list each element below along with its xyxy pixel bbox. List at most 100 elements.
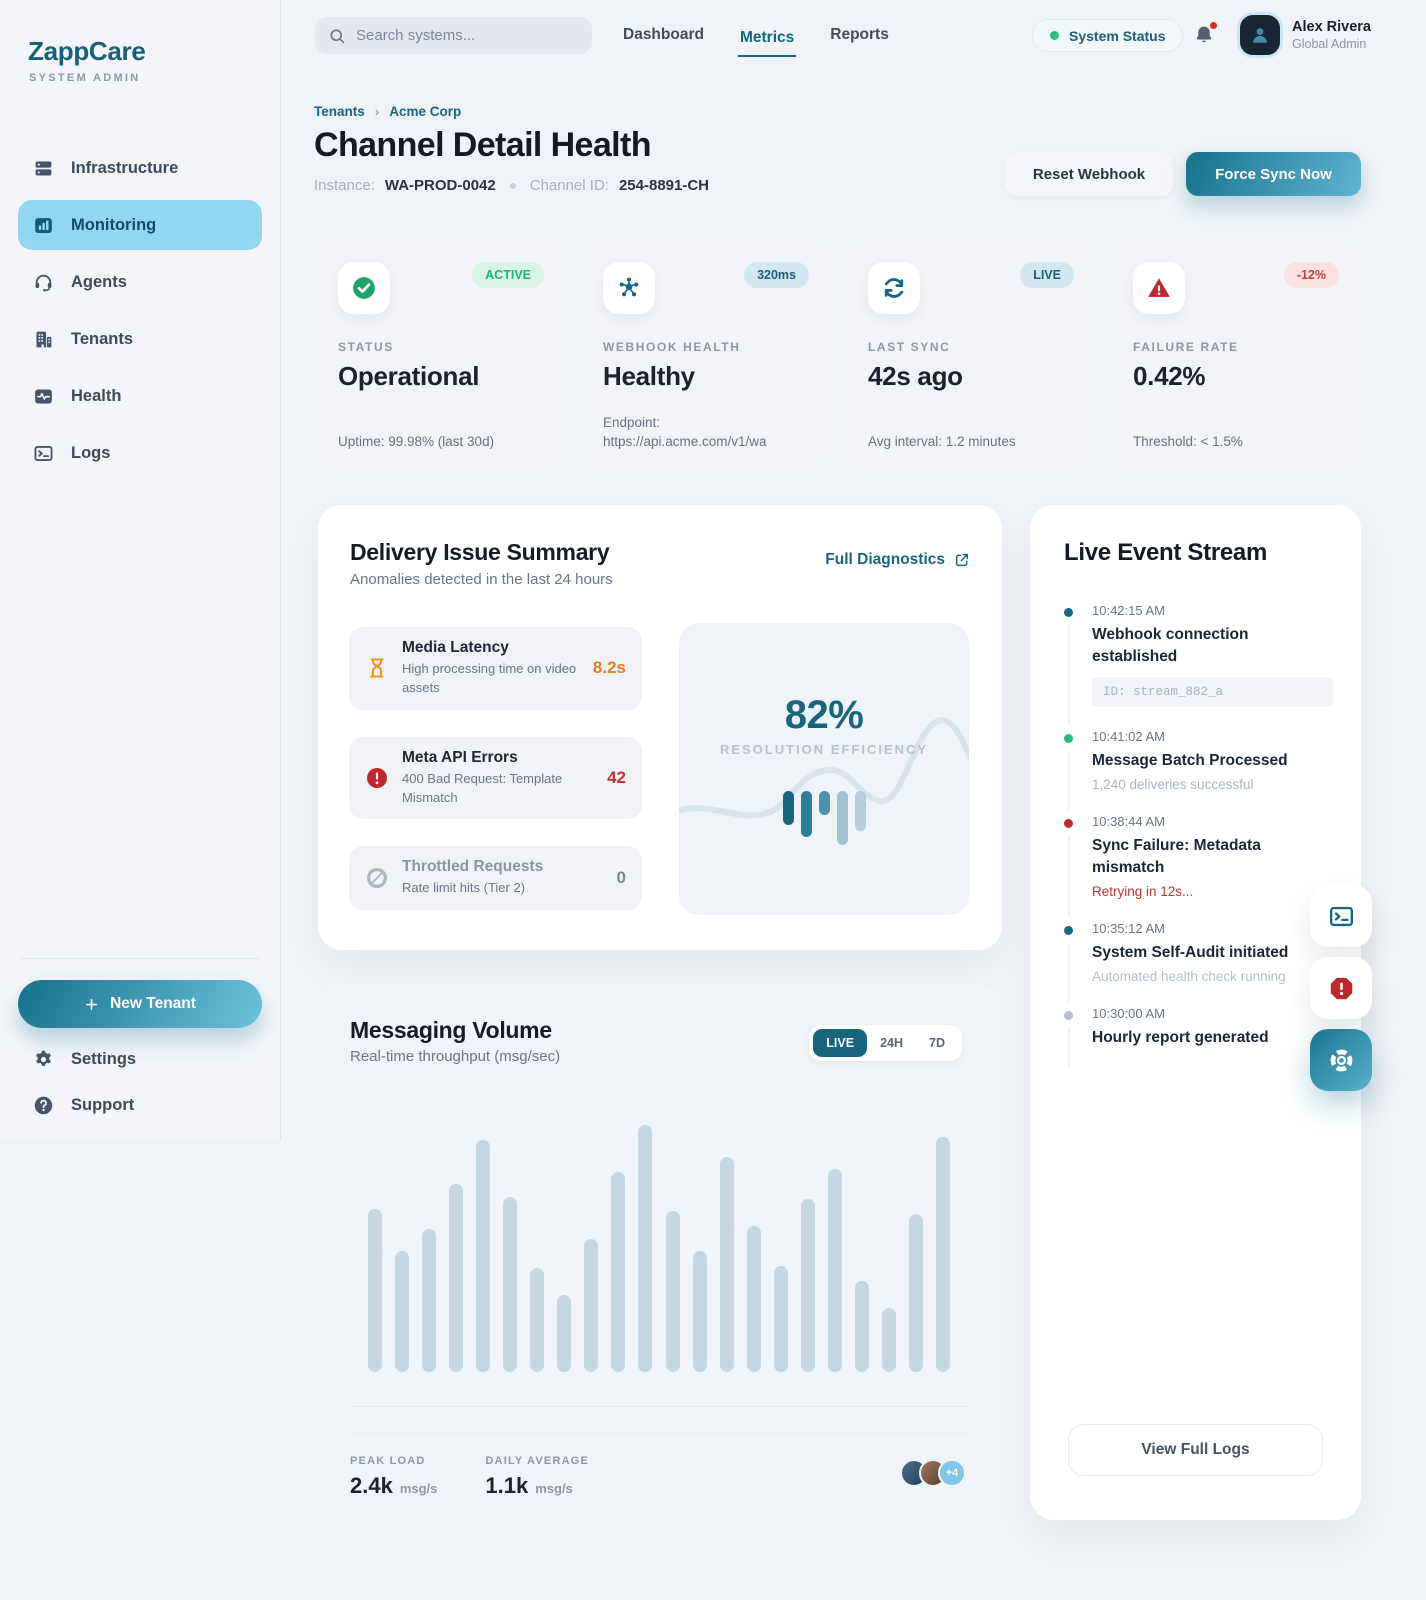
issue-value: 8.2s [592, 658, 626, 678]
messaging-stats: PEAK LOAD 2.4k msg/s DAILY AVERAGE 1.1k … [350, 1455, 589, 1499]
messaging-stat-value: 2.4k [350, 1473, 393, 1498]
stat-footnote: Threshold: < 1.5% [1133, 434, 1243, 450]
stat-value: 0.42% [1133, 361, 1206, 391]
chart-divider [350, 1433, 970, 1434]
sidebar-footer-item[interactable]: Settings [18, 1038, 262, 1080]
volume-bar [530, 1268, 545, 1372]
event-title: Hourly report generated [1092, 1029, 1269, 1046]
sidebar-item-label: Monitoring [71, 215, 157, 234]
page-meta: Instance: WA-PROD-0042 Channel ID: 254-8… [314, 177, 709, 194]
reset-webhook-button[interactable]: Reset Webhook [1005, 152, 1173, 196]
view-full-logs-button[interactable]: View Full Logs [1068, 1424, 1323, 1476]
floating-action-button[interactable] [1310, 957, 1372, 1019]
event-subtext: Retrying in 12s... [1092, 884, 1194, 899]
sidebar-item-label: Tenants [71, 329, 134, 348]
event-subtext: Automated health check running [1092, 969, 1286, 984]
sidebar-item[interactable]: Health [18, 371, 262, 421]
sidebar-item[interactable]: Infrastructure [18, 143, 262, 193]
notifications-bell[interactable] [1193, 22, 1217, 47]
force-sync-button[interactable]: Force Sync Now [1186, 152, 1361, 196]
stat-footnote: Uptime: 99.98% (last 30d) [338, 434, 495, 450]
sidebar-footer-label: Support [71, 1095, 135, 1114]
topbar-nav-link[interactable]: Dashboard [623, 26, 704, 43]
floating-action-button[interactable] [1310, 1029, 1372, 1091]
volume-bar [881, 1307, 896, 1372]
stat-card: -12% FAILURE RATE 0.42% Threshold: < 1.5… [1109, 238, 1361, 472]
volume-bar [935, 1137, 950, 1372]
stat-card: 320ms WEBHOOK HEALTH Healthy Endpoint: h… [579, 238, 831, 472]
system-status-pill[interactable]: System Status [1032, 19, 1184, 52]
stat-icon-tile [603, 262, 655, 314]
volume-bar [746, 1226, 761, 1372]
lifebuoy-icon [1328, 1047, 1355, 1074]
issue-item[interactable]: Meta API Errors 400 Bad Request: Templat… [349, 736, 642, 820]
stat-icon-tile [338, 262, 390, 314]
sidebar-footer-item[interactable]: Support [18, 1084, 262, 1126]
issue-item[interactable]: Media Latency High processing time on vi… [349, 627, 642, 710]
sidebar-item[interactable]: Agents [18, 257, 262, 307]
issue-description: Rate limit hits (Tier 2) [402, 880, 526, 896]
topbar-nav-link[interactable]: Reports [830, 26, 889, 43]
range-option[interactable]: 24H [867, 1029, 916, 1057]
event-item: 10:41:02 AM Message Batch Processed 1,24… [1064, 729, 1333, 814]
new-tenant-button[interactable]: New Tenant [18, 980, 262, 1028]
breadcrumb-acme-corp[interactable]: Acme Corp [389, 104, 462, 119]
watchers-more-badge[interactable]: +4 [938, 1459, 966, 1487]
event-item: 10:35:12 AM System Self-Audit initiated … [1064, 921, 1333, 1006]
range-option[interactable]: 7D [916, 1029, 958, 1057]
event-title: Sync Failure: Metadata mismatch [1092, 837, 1261, 876]
topbar-nav: Dashboard Metrics Reports [621, 0, 891, 70]
messaging-stat-label: PEAK LOAD [350, 1455, 426, 1467]
page-title: Channel Detail Health [314, 126, 652, 164]
event-dot [1064, 734, 1073, 743]
volume-bar [395, 1250, 410, 1372]
floating-action-button[interactable] [1310, 885, 1372, 947]
server-icon [33, 158, 54, 179]
volume-bar [422, 1228, 437, 1372]
efficiency-bars [679, 791, 969, 845]
event-time: 10:30:00 AM [1092, 1006, 1165, 1021]
bell-icon [1193, 23, 1215, 47]
volume-bar [665, 1211, 680, 1372]
user-role: Global Admin [1292, 37, 1367, 51]
plus-icon [84, 997, 99, 1012]
avatar [1240, 15, 1280, 55]
user-menu[interactable]: Alex Rivera Global Admin [1240, 15, 1371, 55]
sidebar-item[interactable]: Tenants [18, 314, 262, 364]
messaging-stat-label: DAILY AVERAGE [485, 1455, 590, 1467]
topbar-nav-link[interactable]: Metrics [737, 24, 797, 57]
issue-item[interactable]: Throttled Requests Rate limit hits (Tier… [349, 846, 642, 911]
sidebar-nav: Infrastructure Monitoring Agents Tenants… [18, 143, 262, 478]
event-dot [1064, 1011, 1073, 1020]
search-input[interactable] [356, 27, 579, 44]
messaging-stat-value: 1.1k [485, 1473, 529, 1498]
issue-title: Media Latency [402, 639, 509, 656]
person-icon [1249, 24, 1271, 46]
stat-badge: -12% [1283, 262, 1339, 288]
stat-cards: ACTIVE STATUS Operational Uptime: 99.98%… [314, 238, 1361, 472]
volume-bar [854, 1280, 869, 1372]
search-box [315, 17, 592, 54]
octagon-error-icon [1328, 975, 1355, 1002]
stat-icon-tile [1133, 262, 1185, 314]
stat-value: 42s ago [868, 361, 963, 391]
meta-dot [509, 182, 516, 189]
range-option[interactable]: LIVE [813, 1029, 868, 1057]
app-tagline: SYSTEM ADMIN [29, 72, 141, 84]
channel-id-value: 254-8891-CH [618, 177, 710, 194]
volume-bar [692, 1250, 707, 1372]
volume-bar [476, 1139, 491, 1372]
sidebar: ZappCare SYSTEM ADMIN Infrastructure Mon… [0, 0, 280, 1140]
full-diagnostics-link[interactable]: Full Diagnostics [825, 551, 970, 569]
sidebar-item[interactable]: Logs [18, 428, 262, 478]
messaging-subtitle: Real-time throughput (msg/sec) [350, 1048, 561, 1065]
sidebar-item[interactable]: Monitoring [18, 200, 262, 250]
warning-icon [1146, 275, 1172, 301]
channel-id-label: Channel ID: [529, 177, 609, 194]
event-time: 10:35:12 AM [1092, 921, 1165, 936]
check-circle-icon [351, 275, 377, 301]
volume-bar [719, 1157, 734, 1372]
breadcrumb-tenants[interactable]: Tenants [314, 104, 365, 119]
building-icon [33, 329, 54, 350]
